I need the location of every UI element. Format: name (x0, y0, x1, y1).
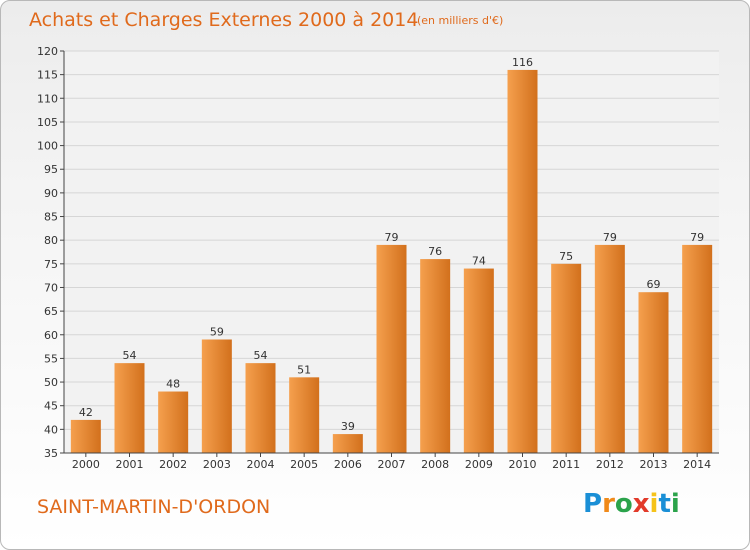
bar (594, 244, 625, 453)
y-tick-label: 55 (44, 352, 58, 365)
y-tick-label: 115 (37, 69, 58, 82)
y-tick-label: 65 (44, 305, 58, 318)
x-tick-label: 2009 (465, 458, 493, 471)
bar (114, 363, 145, 453)
y-tick-label: 45 (44, 400, 58, 413)
bar (245, 363, 276, 453)
data-label: 54 (254, 349, 268, 362)
y-tick-label: 85 (44, 211, 58, 224)
y-tick-label: 50 (44, 376, 58, 389)
y-tick-label: 60 (44, 329, 58, 342)
y-tick-label: 95 (44, 163, 58, 176)
bar (332, 434, 363, 453)
y-tick-label: 35 (44, 447, 58, 460)
x-tick-label: 2005 (290, 458, 318, 471)
bar (420, 259, 451, 453)
chart-title: Achats et Charges Externes 2000 à 2014 (29, 9, 419, 31)
logo-letter: r (602, 489, 615, 519)
x-tick-label: 2008 (421, 458, 449, 471)
y-tick-label: 105 (37, 116, 58, 129)
x-tick-label: 2007 (378, 458, 406, 471)
bar (158, 391, 189, 453)
data-label: 75 (559, 250, 573, 263)
x-tick-label: 2000 (72, 458, 100, 471)
bar (463, 268, 494, 453)
x-tick-label: 2011 (552, 458, 580, 471)
y-tick-label: 100 (37, 140, 58, 153)
bar (638, 292, 669, 453)
data-label: 42 (79, 406, 93, 419)
y-tick-label: 70 (44, 281, 58, 294)
data-label: 116 (512, 56, 533, 69)
place-name: SAINT-MARTIN-D'ORDON (37, 496, 271, 518)
data-label: 51 (297, 363, 311, 376)
data-label: 76 (428, 245, 442, 258)
logo-letter: i (649, 489, 659, 519)
y-tick-label: 40 (44, 423, 58, 436)
data-label: 59 (210, 325, 224, 338)
bar (70, 419, 101, 453)
x-tick-label: 2010 (509, 458, 537, 471)
data-label: 69 (647, 278, 661, 291)
data-label: 48 (166, 378, 180, 391)
y-tick-label: 120 (37, 45, 58, 58)
data-label: 54 (123, 349, 137, 362)
x-tick-label: 2004 (247, 458, 275, 471)
y-tick-label: 80 (44, 234, 58, 247)
data-label: 79 (385, 231, 399, 244)
y-tick-label: 110 (37, 92, 58, 105)
chart-subtitle: (en milliers d'€) (417, 14, 504, 27)
data-label: 39 (341, 420, 355, 433)
y-tick-label: 75 (44, 258, 58, 271)
y-tick-label: 90 (44, 187, 58, 200)
logo-letter: i (670, 489, 680, 519)
bar (551, 263, 582, 453)
data-label: 74 (472, 255, 486, 268)
x-tick-label: 2013 (640, 458, 668, 471)
x-tick-label: 2003 (203, 458, 231, 471)
proxiti-logo: Proxiti (583, 489, 680, 519)
bar (507, 69, 538, 453)
bar (682, 244, 713, 453)
bar (289, 377, 320, 453)
data-label: 79 (690, 231, 704, 244)
x-tick-label: 2014 (683, 458, 711, 471)
x-tick-label: 2001 (116, 458, 144, 471)
data-label: 79 (603, 231, 617, 244)
logo-letter: x (632, 489, 650, 519)
x-tick-label: 2012 (596, 458, 624, 471)
logo-letter: P (583, 489, 603, 519)
logo-letter: t (658, 489, 671, 519)
bar (201, 339, 232, 453)
logo-letter: o (614, 489, 633, 519)
x-tick-label: 2002 (159, 458, 187, 471)
bar (376, 244, 407, 453)
x-tick-label: 2006 (334, 458, 362, 471)
